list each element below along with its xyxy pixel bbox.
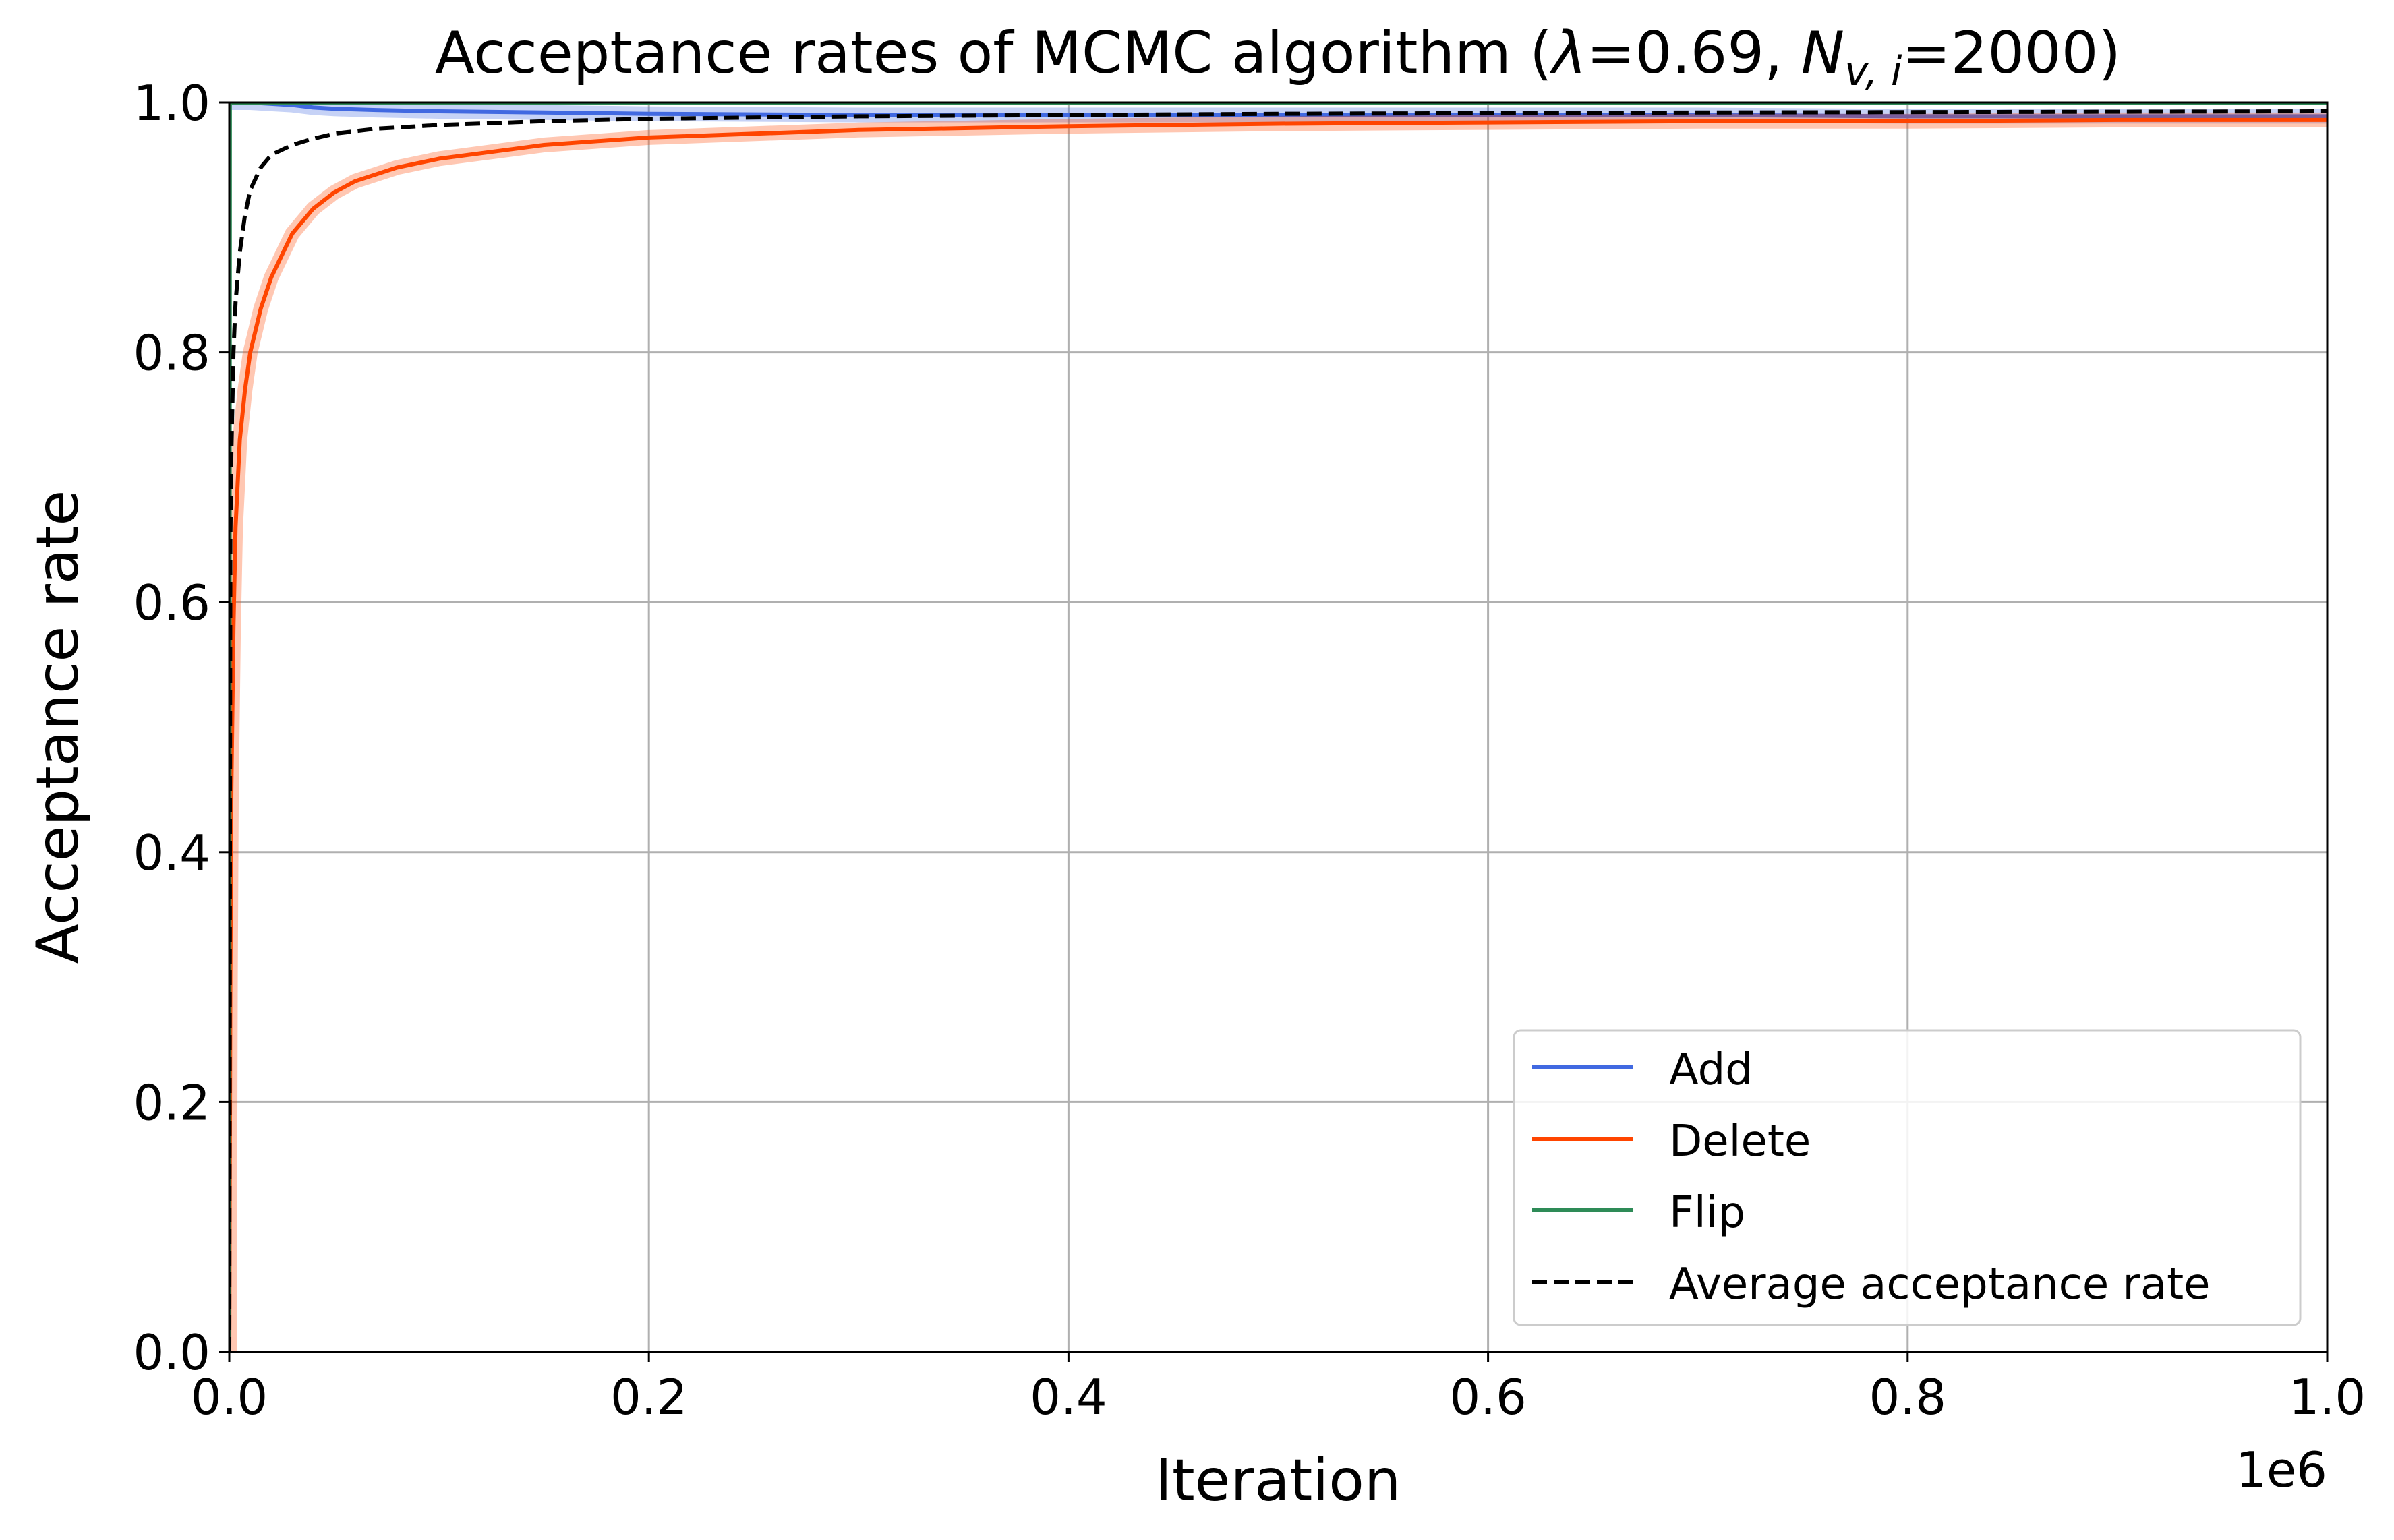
legend-label-average: Average acceptance rate (1669, 1260, 2211, 1309)
x-tick-label: 0.0 (191, 1369, 268, 1425)
y-tick-label: 0.8 (133, 325, 210, 382)
y-tick-label: 0.4 (133, 825, 210, 881)
x-tick-label: 0.6 (1449, 1369, 1527, 1425)
x-tick-label: 0.4 (1030, 1369, 1107, 1425)
chart-title: Acceptance rates of MCMC algorithm (λ=0.… (435, 20, 2121, 95)
y-tick-label: 0.0 (133, 1324, 210, 1381)
legend-label-delete: Delete (1669, 1117, 1811, 1166)
x-tick-label: 1.0 (2289, 1369, 2366, 1425)
axis-ticks: 0.0 0.2 0.4 0.6 0.8 1.0 0.0 0.2 0.4 0.6 0.8 1.0 (133, 75, 2366, 1425)
x-tick-label: 0.2 (610, 1369, 688, 1425)
series-line-delete (229, 117, 2327, 1352)
y-axis-label: Acceptance rate (24, 490, 92, 964)
series-line-average-acceptance-rate (229, 109, 2327, 1352)
series-line-add (229, 102, 2327, 119)
y-tick-label: 1.0 (133, 75, 210, 131)
legend-label-add: Add (1669, 1045, 1753, 1095)
legend: Add Delete Flip Average acceptance rate (1513, 1029, 2302, 1326)
y-tick-label: 0.6 (133, 574, 210, 631)
legend-box (1513, 1029, 2302, 1326)
y-tick-label: 0.2 (133, 1074, 210, 1131)
plot-frame (228, 101, 2329, 1353)
x-axis-offset-text: 1e6 (2236, 1442, 2327, 1498)
legend-label-flip: Flip (1669, 1188, 1745, 1238)
x-tick-label: 0.8 (1869, 1369, 1947, 1425)
x-axis-label: Iteration (1155, 1447, 1401, 1514)
